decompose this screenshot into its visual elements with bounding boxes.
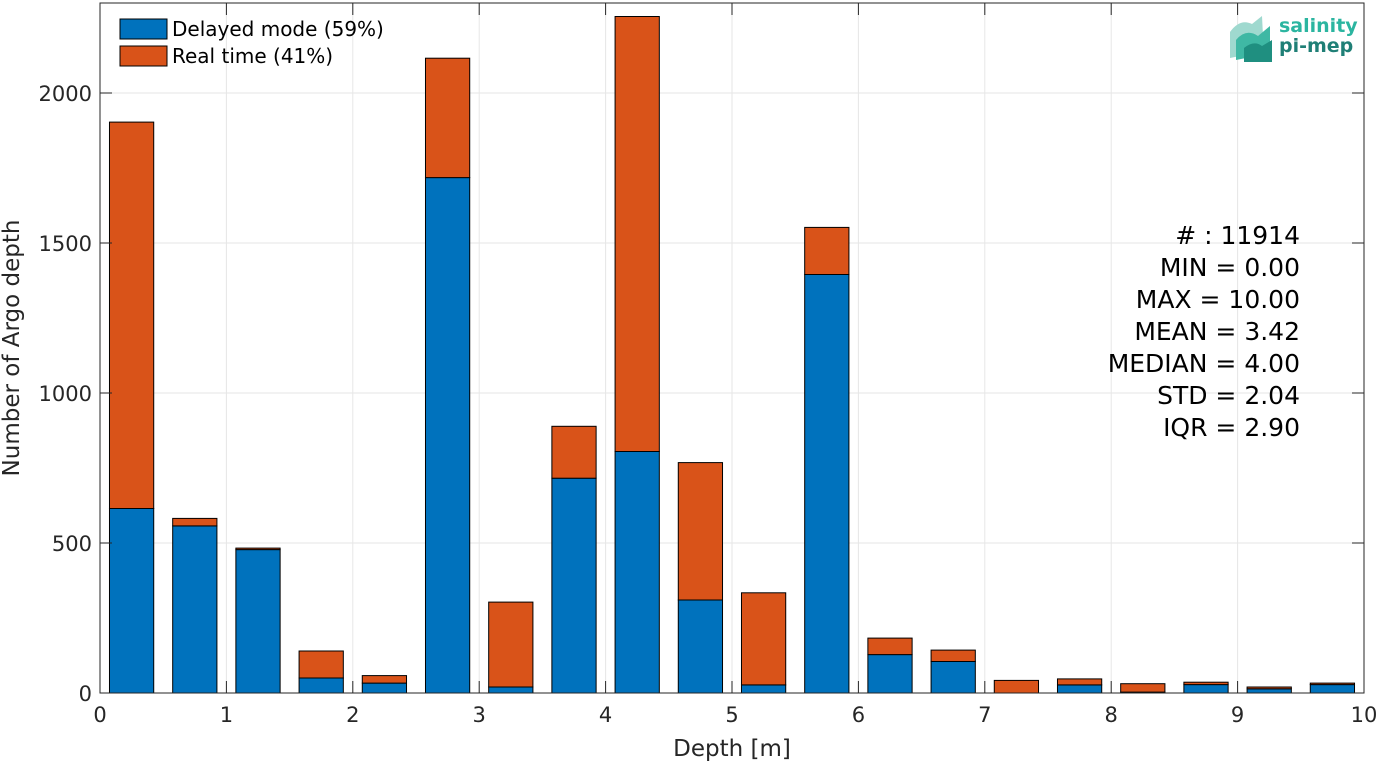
stats-line: MEDIAN = 4.00: [1108, 349, 1300, 378]
x-axis-label: Depth [m]: [673, 736, 791, 762]
x-tick-label: 4: [599, 703, 612, 727]
x-tick-label: 8: [1105, 703, 1118, 727]
bar-delayed-mode: [361, 682, 408, 694]
bar-real-time: [867, 637, 913, 656]
bar-real-time: [172, 517, 218, 527]
bar-real-time: [488, 601, 534, 688]
bar-delayed-mode: [930, 661, 976, 694]
bar-delayed-mode: [804, 274, 850, 694]
bar-delayed-mode: [1056, 684, 1103, 694]
stats-line: STD = 2.04: [1157, 381, 1300, 410]
bar-delayed-mode: [298, 677, 344, 694]
stats-line: MIN = 0.00: [1160, 253, 1300, 282]
x-tick-label: 3: [473, 703, 486, 727]
x-tick-label: 10: [1351, 703, 1378, 727]
y-tick-label: 1000: [39, 382, 92, 406]
bar-real-time: [1183, 681, 1229, 686]
bar-real-time: [298, 650, 344, 679]
bar-delayed-mode: [172, 525, 218, 694]
x-tick-label: 6: [852, 703, 865, 727]
bar-real-time: [740, 592, 787, 686]
legend-swatch: [119, 45, 168, 67]
y-axis-label: Number of Argo depth: [0, 220, 25, 477]
bar-real-time: [993, 679, 1040, 694]
x-tick-label: 1: [220, 703, 233, 727]
y-tick-label: 500: [52, 532, 92, 556]
x-tick-label: 5: [725, 703, 738, 727]
axis-ticks: 0 1 2 3 4 5 6 7 8 9 10 0 500 1000 1500 2000: [39, 3, 1378, 727]
logo-text-pimep: pi-mep: [1279, 35, 1353, 57]
bar-real-time: [930, 649, 976, 662]
x-tick-label: 0: [93, 703, 106, 727]
stats-line: MEAN = 3.42: [1134, 317, 1300, 346]
bar-delayed-mode: [1309, 684, 1356, 694]
legend: Delayed mode (59%) Real time (41%): [119, 17, 384, 68]
bar-delayed-mode: [108, 508, 155, 694]
bar-delayed-mode: [1246, 688, 1292, 694]
bar-real-time: [108, 121, 155, 509]
stats-box: # : 11914 MIN = 0.00 MAX = 10.00 MEAN = 3.4…: [1108, 221, 1300, 442]
bar-real-time: [235, 547, 281, 551]
y-tick-label: 0: [79, 682, 92, 706]
stats-line: # : 11914: [1175, 221, 1300, 250]
logo-text-salinity: salinity: [1279, 15, 1358, 37]
legend-entry: Real time (41%): [172, 44, 333, 68]
salinity-pi-mep-logo: salinity pi-mep: [1230, 15, 1358, 62]
bar-delayed-mode: [551, 477, 597, 694]
y-tick-label: 1500: [39, 232, 92, 256]
bar-real-time: [424, 57, 471, 179]
bar-real-time: [1120, 683, 1166, 693]
wave-logo-icon: [1230, 16, 1272, 62]
bar-real-time: [614, 16, 660, 452]
legend-swatch: [119, 18, 168, 40]
bar-real-time: [361, 675, 408, 684]
bar-delayed-mode: [677, 599, 724, 694]
grid-lines: [99, 3, 1365, 694]
bar-delayed-mode: [488, 686, 534, 694]
bar-real-time: [1309, 682, 1356, 686]
bar-delayed-mode: [867, 654, 913, 694]
bar-real-time: [1246, 686, 1292, 690]
bar-delayed-mode: [614, 451, 660, 694]
bar-delayed-mode: [1183, 684, 1229, 694]
bar-delayed-mode: [424, 177, 471, 694]
bar-real-time: [677, 462, 724, 601]
stats-line: IQR = 2.90: [1163, 413, 1300, 442]
bars: [108, 16, 1356, 694]
x-tick-label: 7: [978, 703, 991, 727]
bar-delayed-mode: [235, 549, 281, 694]
x-tick-label: 9: [1231, 703, 1244, 727]
bar-real-time: [804, 226, 850, 275]
x-tick-label: 2: [346, 703, 359, 727]
bar-real-time: [551, 425, 597, 479]
stats-line: MAX = 10.00: [1136, 285, 1300, 314]
bar-delayed-mode: [740, 684, 787, 694]
bar-real-time: [1056, 678, 1103, 686]
y-tick-label: 2000: [39, 82, 92, 106]
legend-entry: Delayed mode (59%): [172, 17, 384, 41]
